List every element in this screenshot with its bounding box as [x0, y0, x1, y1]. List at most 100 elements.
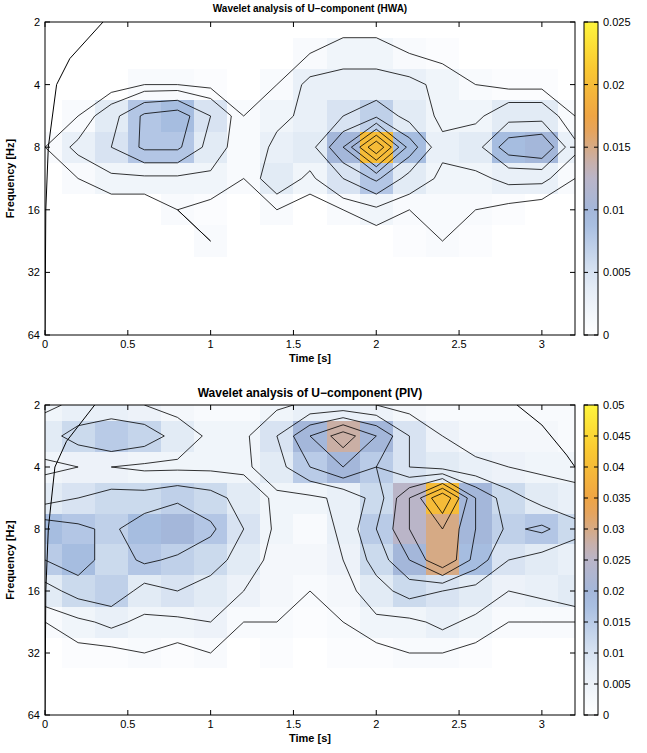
cell: [128, 668, 162, 700]
cell: [360, 69, 394, 101]
cell: [227, 288, 261, 320]
cell: [360, 288, 394, 320]
cell: [459, 699, 493, 715]
colorbar-tick-label: 0.01: [603, 204, 624, 216]
cell: [459, 225, 493, 257]
cell: [525, 575, 559, 607]
x-tick: [376, 22, 377, 27]
cell: [459, 319, 493, 335]
cell: [293, 319, 327, 335]
cell: [45, 405, 62, 421]
cell: [227, 421, 261, 453]
x-tick: [459, 710, 460, 715]
x-tick: [376, 405, 377, 410]
colorbar-tick-label: 0.025: [603, 554, 631, 566]
colorbar-tick: [594, 272, 598, 273]
y-tick: [45, 653, 50, 654]
cell: [525, 225, 559, 257]
cell: [393, 163, 427, 195]
cell: [327, 575, 361, 607]
x-tick: [541, 710, 542, 715]
y-tick: [45, 22, 50, 23]
cell: [558, 163, 575, 195]
x-tick-label: 2.5: [451, 718, 466, 730]
cell: [227, 319, 261, 335]
cell: [260, 288, 294, 320]
x-tick-label: 1.5: [286, 338, 301, 350]
cells: [45, 22, 575, 335]
cell: [327, 405, 361, 421]
cell: [161, 638, 195, 669]
cell: [360, 225, 394, 257]
colorbar-tick: [594, 84, 598, 85]
cell: [194, 22, 228, 38]
cell: [62, 257, 96, 289]
cell: [558, 575, 575, 607]
cells: [45, 405, 575, 715]
cell: [558, 319, 575, 335]
cell: [95, 421, 129, 453]
colorbar-tick-label: 0.02: [603, 585, 624, 597]
cell: [227, 257, 261, 289]
cell: [426, 69, 460, 101]
contours: [45, 38, 575, 241]
cell: [45, 22, 62, 38]
colorbar-tick: [584, 560, 588, 561]
cell: [62, 544, 96, 576]
colorbar-tick-label: 0.015: [603, 141, 631, 153]
colorbar-tick: [584, 622, 588, 623]
colorbar-tick: [584, 84, 588, 85]
colorbar-tick: [594, 622, 598, 623]
plot-background: [45, 405, 575, 715]
cell: [161, 699, 195, 715]
x-tick: [127, 405, 128, 410]
cell: [492, 483, 526, 515]
y-tick: [570, 591, 575, 592]
cell: [128, 163, 162, 195]
cell: [327, 638, 361, 669]
cell: [194, 38, 228, 70]
cell: [327, 22, 361, 38]
cell: [128, 699, 162, 715]
cell: [360, 257, 394, 289]
colorbar-tick: [594, 335, 598, 336]
colorbar-tick-label: 0.035: [603, 492, 631, 504]
cell: [459, 452, 493, 484]
cell: [62, 668, 96, 700]
cell: [260, 575, 294, 607]
cell: [227, 225, 261, 257]
cell: [260, 514, 294, 545]
y-tick: [570, 84, 575, 85]
cell: [459, 288, 493, 320]
x-tick: [541, 22, 542, 27]
colorbar-tick: [594, 653, 598, 654]
cell: [95, 544, 129, 576]
cell: [62, 514, 96, 545]
x-tick: [210, 710, 211, 715]
cell: [492, 100, 526, 132]
colorbar-tick: [594, 467, 598, 468]
cell: [227, 452, 261, 484]
cell: [558, 22, 575, 38]
cell: [492, 288, 526, 320]
colorbar-tick-label: 0.005: [603, 678, 631, 690]
cell: [327, 69, 361, 101]
cell: [558, 668, 575, 700]
cell: [492, 257, 526, 289]
x-tick-label: 3: [539, 338, 545, 350]
cell: [45, 225, 62, 257]
title: Wavelet analysis of U−component (HWA): [213, 3, 407, 14]
cell: [260, 452, 294, 484]
cell: [227, 668, 261, 700]
cell: [393, 288, 427, 320]
cell: [194, 421, 228, 453]
colorbar-tick-label: 0.045: [603, 430, 631, 442]
y-tick: [45, 147, 50, 148]
colorbar-tick-label: 0: [603, 709, 609, 721]
cell: [393, 319, 427, 335]
colorbar: [584, 22, 598, 335]
cell: [360, 575, 394, 607]
cell: [393, 668, 427, 700]
cell: [62, 452, 96, 484]
cell: [558, 699, 575, 715]
